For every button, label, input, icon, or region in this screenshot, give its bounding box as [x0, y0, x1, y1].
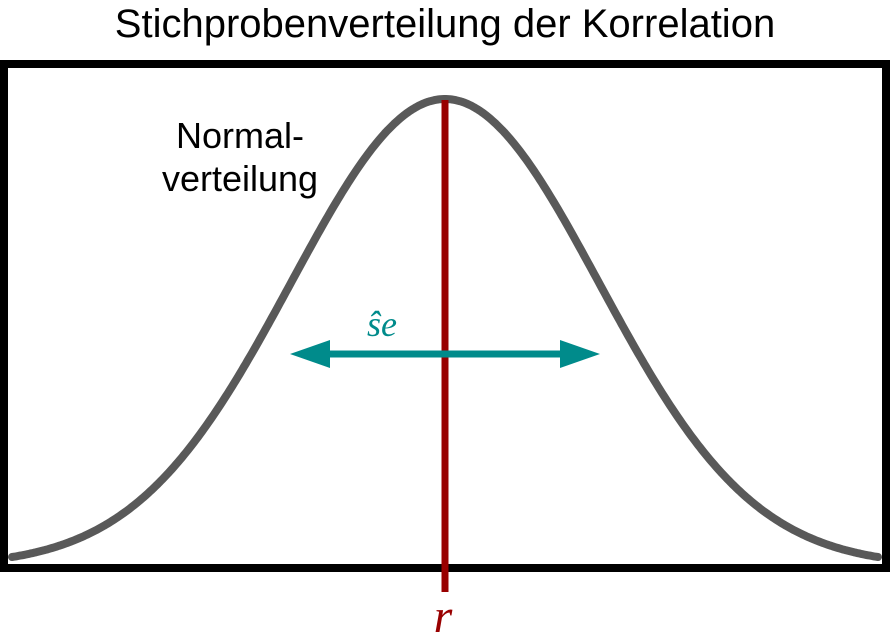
- figure-title: Stichprobenverteilung der Korrelation: [114, 2, 776, 46]
- se-arrowhead-left: [290, 340, 330, 368]
- correlation-r-label: r: [434, 590, 453, 637]
- normal-curve: [8, 95, 882, 561]
- standard-error-label: ŝe: [367, 304, 397, 344]
- se-arrowhead-right: [560, 340, 600, 368]
- curve-label-line2: verteilung: [162, 158, 318, 199]
- se-arrow: [290, 340, 600, 368]
- curve-label-line1: Normal-: [176, 115, 304, 156]
